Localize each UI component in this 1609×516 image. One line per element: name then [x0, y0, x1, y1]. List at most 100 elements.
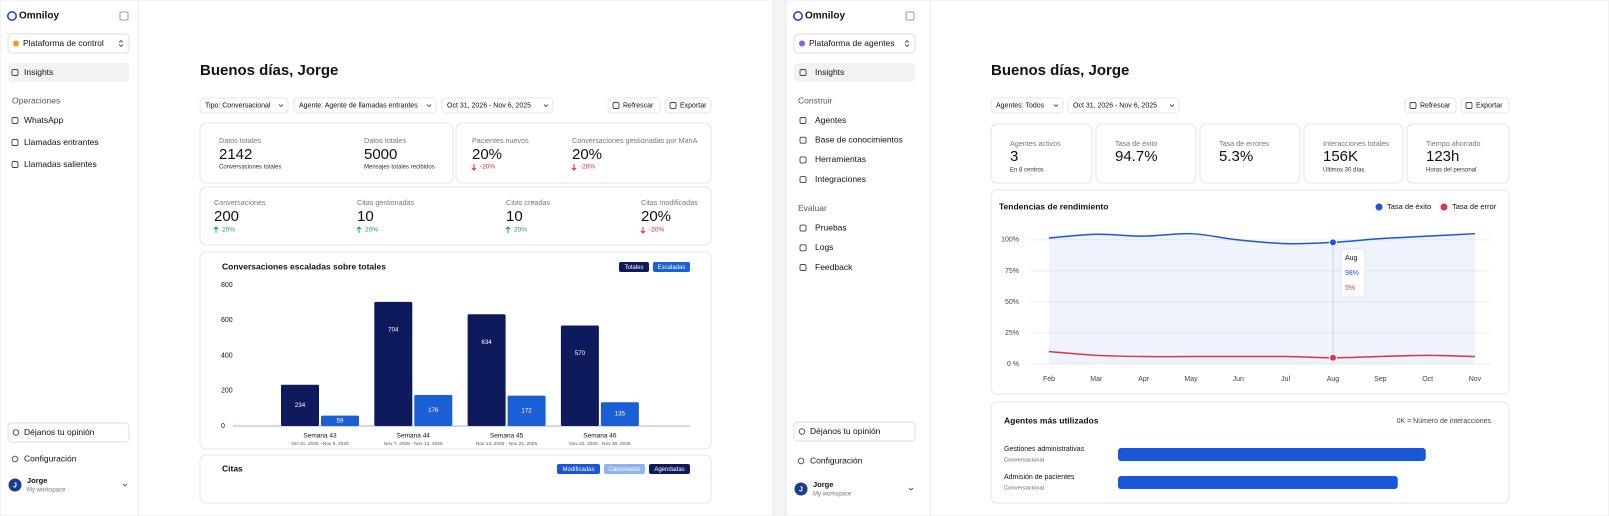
metric-label: Pacientes nuevos	[472, 136, 529, 145]
metric-value: 5000	[364, 146, 397, 163]
nav-item: Insights	[815, 67, 844, 77]
filter-toggle-label: Agendadas	[654, 467, 684, 473]
greeting: Buenos días, Jorge	[991, 62, 1129, 79]
metric-label: Citas modificadas	[641, 198, 698, 207]
icon	[11, 455, 19, 463]
nav-item-active[interactable]	[794, 63, 915, 82]
metric-note: Horas del personal	[1426, 168, 1476, 174]
bar-value-label: 234	[295, 402, 306, 409]
action-button[interactable]	[1460, 97, 1510, 114]
metric-label: Interacciones totales	[1323, 139, 1389, 148]
legend-toggle[interactable]	[653, 262, 690, 272]
collapse-button[interactable]	[905, 11, 915, 21]
chart-title: Tendencias de rendimiento	[999, 201, 1108, 211]
icon	[11, 117, 19, 124]
user-name: Jorge	[27, 476, 47, 485]
filter-dropdown[interactable]	[199, 97, 289, 114]
feedback-button[interactable]	[7, 422, 130, 443]
icon	[612, 102, 620, 109]
nav-item: Feedback	[815, 262, 853, 272]
nav-item: Herramientas	[815, 154, 866, 164]
chart-title: Conversaciones escaladas sobre totales	[222, 261, 386, 271]
filter-dropdown[interactable]	[293, 97, 437, 114]
trend-down-icon	[471, 164, 477, 171]
metric-note: Mensajes totales recibidos	[364, 165, 435, 171]
workspace-selector[interactable]	[793, 33, 916, 54]
filter-toggle[interactable]	[604, 464, 645, 474]
chevron	[278, 104, 284, 108]
nav-section-title: Operaciones	[12, 95, 60, 105]
stat-card	[1199, 123, 1301, 184]
avatar-initial: J	[799, 486, 803, 493]
nav-item-active[interactable]	[8, 63, 129, 82]
feedback-label: Déjanos tu opinión	[810, 426, 881, 436]
metric-value: 200	[214, 208, 239, 225]
metric-label: Tasa de éxito	[1115, 139, 1157, 148]
y-tick-label: 400	[221, 352, 233, 359]
chevron	[1169, 104, 1175, 108]
settings-label: Configuración	[810, 455, 863, 465]
bar-value-label: 570	[575, 350, 586, 357]
metric-label: Citas gestionadas	[357, 198, 415, 207]
metric-note: En 8 centros	[1010, 168, 1044, 174]
filter-toggle[interactable]	[649, 464, 690, 474]
avatar-initial: J	[13, 482, 17, 489]
nav-item: Insights	[24, 67, 53, 77]
action-button[interactable]	[1404, 97, 1457, 114]
metric-delta: 20%	[365, 227, 378, 234]
icon	[11, 69, 19, 76]
action-button[interactable]	[664, 97, 712, 114]
icon	[1409, 102, 1417, 109]
metric-value: 20%	[641, 208, 671, 225]
filter-toggle[interactable]	[557, 464, 600, 474]
card-title: Citas	[222, 463, 243, 473]
chevron	[1053, 104, 1059, 108]
workspace-selector-label: Plataforma de agentes	[809, 38, 895, 48]
x-tick-label: Apr	[1138, 376, 1150, 383]
legend-label: Tasa de error	[1452, 202, 1497, 211]
tooltip-value: 5%	[1345, 285, 1355, 292]
filter-dropdown[interactable]	[990, 97, 1064, 114]
filter-toggle-label: Modificadas	[562, 467, 594, 473]
workspace-icon	[799, 40, 805, 47]
tooltip	[1340, 248, 1366, 298]
y-tick-note: Conversacional	[1004, 458, 1044, 464]
chart-title: Agentes más utilizados	[1004, 415, 1099, 425]
metric-value: 5.3%	[1219, 148, 1253, 165]
brand: Omniloy	[19, 11, 59, 22]
greeting: Buenos días, Jorge	[200, 62, 338, 79]
legend-toggle[interactable]	[619, 262, 649, 272]
filter-dropdown[interactable]	[441, 97, 554, 114]
filter-dropdown[interactable]	[1067, 97, 1180, 114]
y-tick-label: 600	[221, 317, 233, 324]
chevron	[122, 483, 128, 487]
legend-label: Escaladas	[658, 265, 686, 271]
trend-down-icon	[571, 164, 577, 171]
icon	[12, 429, 20, 436]
chevron	[908, 487, 914, 491]
metric-value: 20%	[572, 146, 602, 163]
nav-item: Agentes	[815, 115, 846, 125]
y-tick-label: Gestiones administrativas	[1004, 446, 1085, 453]
chevron	[543, 104, 549, 108]
logo-icon	[792, 11, 803, 21]
bar	[600, 402, 639, 426]
icon	[799, 224, 807, 232]
x-tick-label: Semana 44	[397, 433, 431, 440]
icon	[799, 117, 807, 124]
x-tick-label: Mar	[1090, 376, 1103, 383]
nav-item: WhatsApp	[24, 115, 63, 125]
bar	[374, 301, 413, 426]
avatar[interactable]	[8, 478, 22, 492]
y-tick-label: 100%	[1001, 237, 1019, 244]
action-button[interactable]	[607, 97, 661, 114]
avatar[interactable]	[794, 482, 808, 496]
feedback-button[interactable]	[793, 421, 916, 442]
collapse-button[interactable]	[119, 11, 129, 21]
icon	[1465, 102, 1473, 109]
x-tick-label: Jul	[1281, 376, 1290, 383]
bar	[560, 325, 599, 426]
trend-up-icon	[213, 226, 219, 233]
workspace-selector[interactable]	[7, 33, 130, 54]
